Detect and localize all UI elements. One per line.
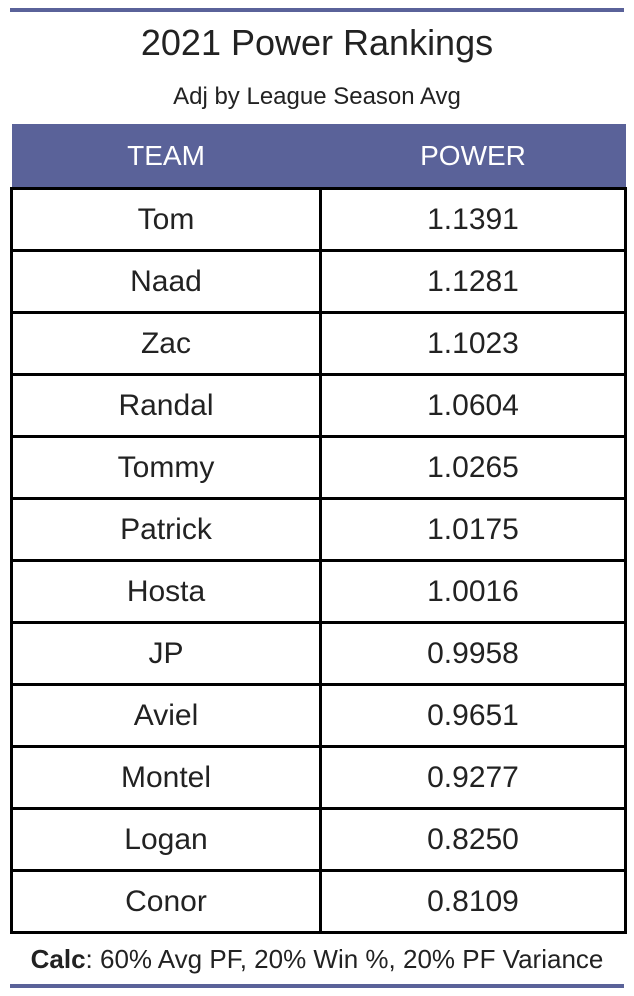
team-cell: Aviel — [10, 683, 322, 748]
team-cell: Patrick — [10, 497, 322, 562]
table-row: JP 0.9958 — [10, 621, 627, 686]
power-cell: 1.1281 — [319, 249, 627, 314]
power-cell: 0.9651 — [319, 683, 627, 748]
team-cell: JP — [10, 621, 322, 686]
team-cell: Hosta — [10, 559, 322, 624]
page-title: 2021 Power Rankings — [140, 22, 494, 63]
table-row: Logan 0.8250 — [10, 807, 627, 872]
top-rule — [10, 8, 624, 12]
column-header-power: POWER — [320, 124, 626, 190]
power-cell: 1.1391 — [319, 187, 627, 252]
rankings-table: TEAM POWER Tom 1.1391 Naad 1.1281 Zac 1.… — [10, 124, 627, 934]
table-row: Zac 1.1023 — [10, 311, 627, 376]
table-row: Hosta 1.0016 — [10, 559, 627, 624]
page-subtitle: Adj by League Season Avg — [173, 83, 461, 110]
power-cell: 1.1023 — [319, 311, 627, 376]
calc-label: Calc — [30, 944, 86, 974]
team-cell: Zac — [10, 311, 322, 376]
power-cell: 0.9958 — [319, 621, 627, 686]
power-cell: 1.0175 — [319, 497, 627, 562]
table-row: Randal 1.0604 — [10, 373, 627, 438]
table-row: Patrick 1.0175 — [10, 497, 627, 562]
power-cell: 0.8109 — [319, 869, 627, 934]
power-cell: 0.8250 — [319, 807, 627, 872]
power-cell: 1.0265 — [319, 435, 627, 500]
team-cell: Tommy — [10, 435, 322, 500]
table-row: Tom 1.1391 — [10, 187, 627, 252]
team-cell: Randal — [10, 373, 322, 438]
table-row: Naad 1.1281 — [10, 249, 627, 314]
table-row: Conor 0.8109 — [10, 869, 627, 934]
bottom-rule — [10, 984, 624, 988]
calc-text: : 60% Avg PF, 20% Win %, 20% PF Variance — [85, 944, 604, 974]
power-cell: 1.0016 — [319, 559, 627, 624]
table-header-row: TEAM POWER — [11, 124, 626, 190]
team-cell: Conor — [10, 869, 322, 934]
calc-footnote: Calc: 60% Avg PF, 20% Win %, 20% PF Vari… — [0, 942, 634, 976]
table-row: Montel 0.9277 — [10, 745, 627, 810]
team-cell: Logan — [10, 807, 322, 872]
power-cell: 1.0604 — [319, 373, 627, 438]
table-row: Tommy 1.0265 — [10, 435, 627, 500]
column-header-team: TEAM — [11, 124, 321, 190]
team-cell: Montel — [10, 745, 322, 810]
table-row: Aviel 0.9651 — [10, 683, 627, 748]
team-cell: Naad — [10, 249, 322, 314]
power-cell: 0.9277 — [319, 745, 627, 810]
team-cell: Tom — [10, 187, 322, 252]
